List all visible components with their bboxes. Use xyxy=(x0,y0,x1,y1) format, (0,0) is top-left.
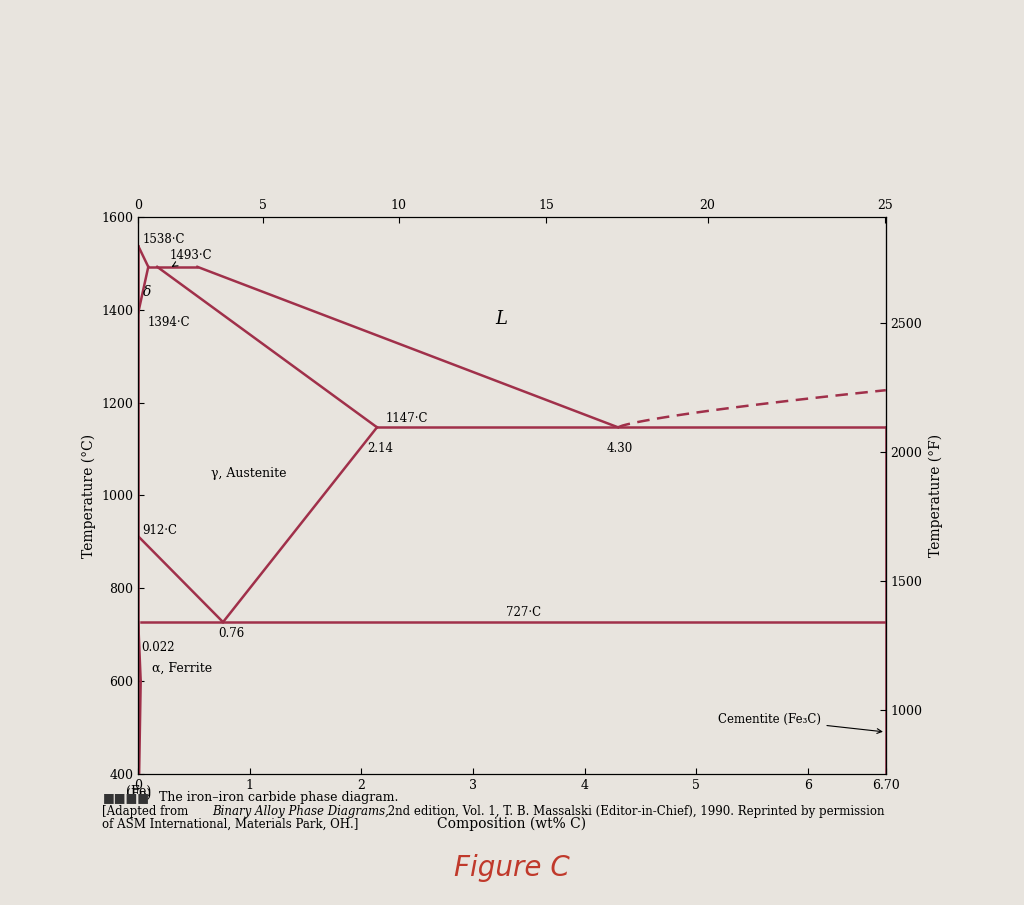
Text: (Fe): (Fe) xyxy=(126,787,151,801)
Text: The iron–iron carbide phase diagram.: The iron–iron carbide phase diagram. xyxy=(159,791,398,804)
Text: Binary Alloy Phase Diagrams,: Binary Alloy Phase Diagrams, xyxy=(212,805,389,817)
Y-axis label: Temperature (°C): Temperature (°C) xyxy=(82,433,96,557)
Text: 1394·C: 1394·C xyxy=(147,316,189,329)
Text: 1147·C: 1147·C xyxy=(386,412,428,425)
Text: Cementite (Fe₃C): Cementite (Fe₃C) xyxy=(719,713,882,733)
Text: Figure C: Figure C xyxy=(454,854,570,882)
Text: δ: δ xyxy=(142,285,152,299)
Text: [Adapted from: [Adapted from xyxy=(102,805,193,817)
X-axis label: Composition (wt% C): Composition (wt% C) xyxy=(437,816,587,831)
Text: 912·C: 912·C xyxy=(142,523,178,537)
Text: 727·C: 727·C xyxy=(507,606,542,619)
Y-axis label: Temperature (°F): Temperature (°F) xyxy=(928,433,942,557)
Text: L: L xyxy=(496,310,507,328)
Text: 0.76: 0.76 xyxy=(218,627,245,640)
Text: 1538·C: 1538·C xyxy=(142,233,185,246)
Text: of ASM International, Materials Park, OH.]: of ASM International, Materials Park, OH… xyxy=(102,818,358,831)
Text: 0.022: 0.022 xyxy=(141,641,175,654)
Text: 1493·C: 1493·C xyxy=(170,249,212,266)
Text: 2nd edition, Vol. 1, T. B. Massalski (Editor-in-Chief), 1990. Reprinted by permi: 2nd edition, Vol. 1, T. B. Massalski (Ed… xyxy=(384,805,885,817)
Text: (Fe): (Fe) xyxy=(126,786,151,798)
Text: 2.14: 2.14 xyxy=(367,443,393,455)
Text: 4.30: 4.30 xyxy=(607,443,633,455)
Text: γ, Austenite: γ, Austenite xyxy=(211,467,287,480)
Text: ■■■■: ■■■■ xyxy=(102,791,150,804)
Text: α, Ferrite: α, Ferrite xyxy=(152,662,212,675)
